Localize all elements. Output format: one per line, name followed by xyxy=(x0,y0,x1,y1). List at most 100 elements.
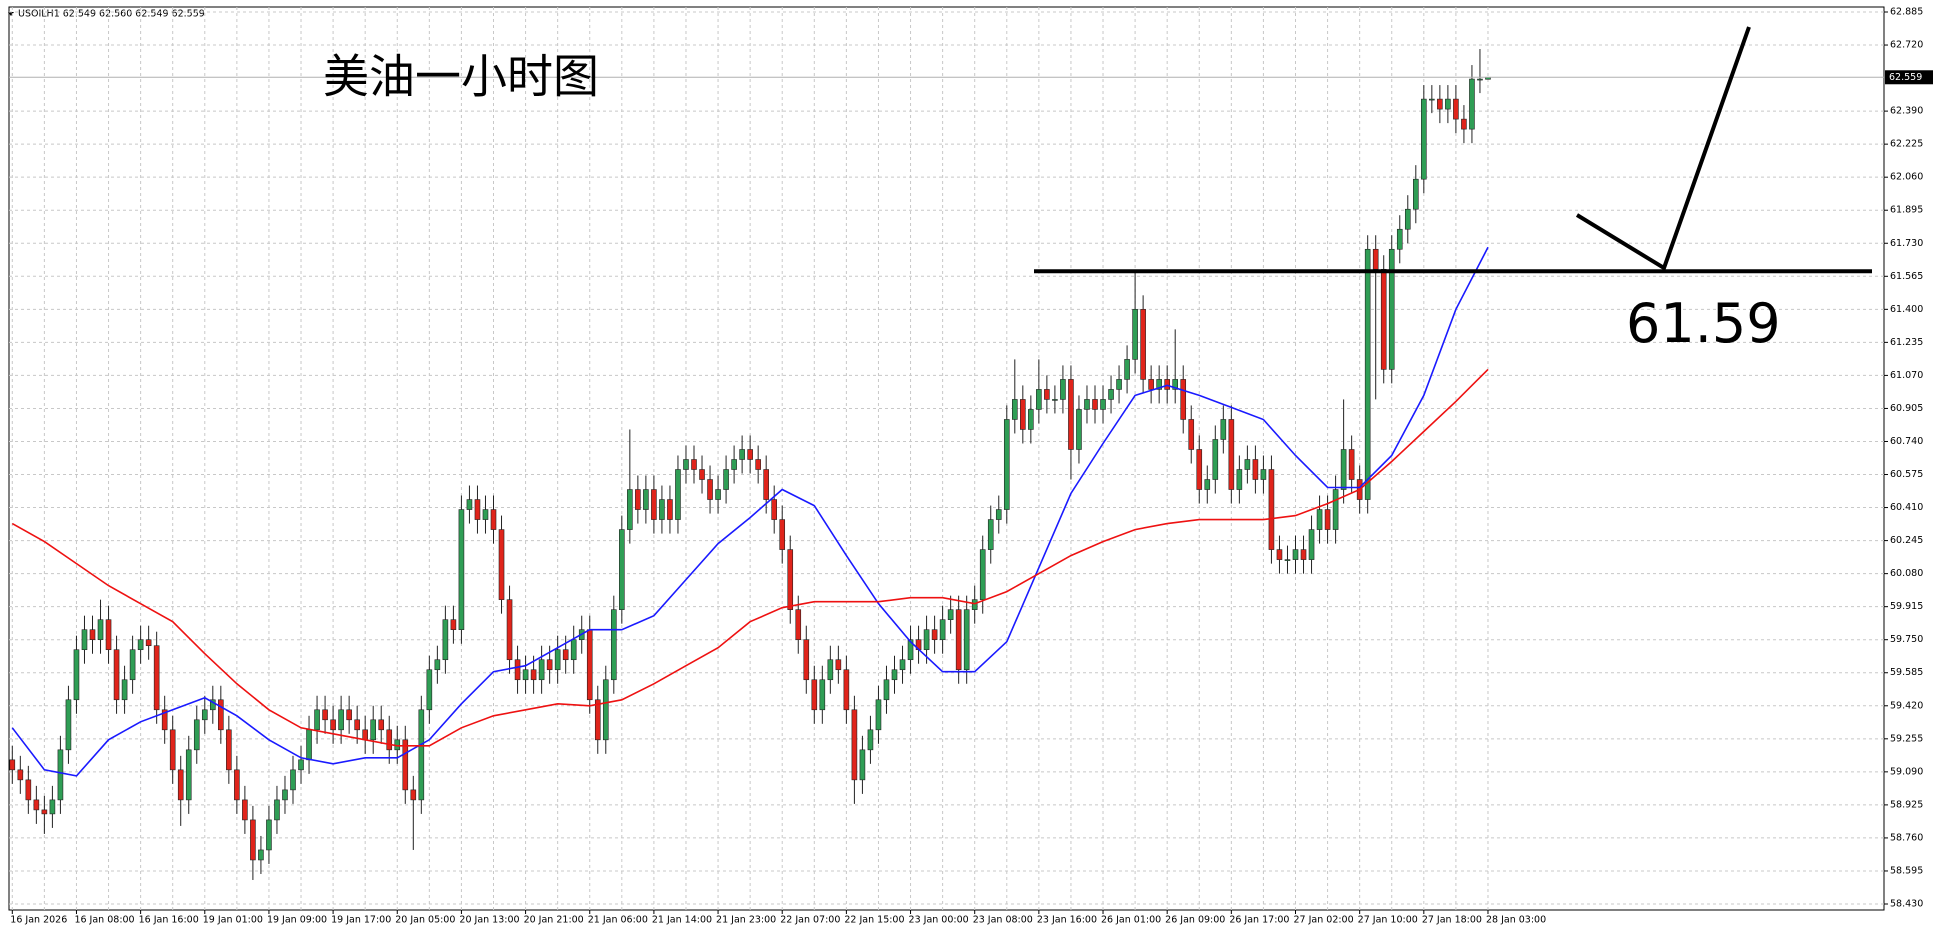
y-tick-label: 61.400 xyxy=(1890,304,1923,315)
y-tick-label: 58.430 xyxy=(1890,899,1923,910)
x-tick-label: 26 Jan 09:00 xyxy=(1165,915,1225,926)
y-tick-label: 61.070 xyxy=(1890,370,1923,381)
candle-body xyxy=(362,729,368,741)
candle-body xyxy=(683,459,689,470)
candle-body xyxy=(995,509,1002,520)
candle-body xyxy=(803,639,810,681)
candle-body xyxy=(250,819,256,861)
candle-body xyxy=(570,639,577,661)
candle-body xyxy=(450,619,457,630)
candle-body xyxy=(426,669,433,711)
y-tick-label: 58.925 xyxy=(1890,799,1923,810)
candle-body xyxy=(1084,399,1090,410)
candle-body xyxy=(1180,379,1187,420)
candle-body xyxy=(643,489,649,510)
candle-body xyxy=(210,699,216,711)
candle-body xyxy=(41,809,48,815)
candle-body xyxy=(57,749,64,801)
candle-body xyxy=(1156,379,1162,390)
candle-body xyxy=(923,629,930,651)
x-tick-label: 27 Jan 02:00 xyxy=(1294,915,1354,926)
y-tick-label: 60.410 xyxy=(1890,502,1923,513)
candle-body xyxy=(1292,549,1299,560)
candle-body xyxy=(875,699,882,731)
candle-body xyxy=(490,509,497,530)
candle-body xyxy=(1252,459,1259,480)
candle-body xyxy=(1052,399,1058,401)
candle-body xyxy=(201,709,208,721)
candle-body xyxy=(763,469,769,500)
candle-body xyxy=(939,619,946,641)
candle-body xyxy=(851,709,858,781)
y-tick-label: 59.750 xyxy=(1890,634,1923,645)
x-tick-label: 19 Jan 01:00 xyxy=(203,915,263,926)
candle-body xyxy=(1003,419,1010,510)
candle-body xyxy=(370,719,377,741)
candle-body xyxy=(971,599,978,610)
candle-body xyxy=(522,669,529,681)
candle-body xyxy=(635,489,641,510)
x-tick-label: 26 Jan 17:00 xyxy=(1229,915,1289,926)
marks xyxy=(9,49,1884,880)
candle-body xyxy=(153,645,160,711)
candle-body xyxy=(1284,559,1291,561)
candle-body xyxy=(1445,98,1451,110)
candle-body xyxy=(434,659,441,671)
candle-body xyxy=(1429,98,1435,101)
candle-body xyxy=(955,609,962,671)
candle-body xyxy=(899,659,906,671)
candle-body xyxy=(1380,268,1387,370)
x-tick-label: 28 Jan 03:00 xyxy=(1486,915,1546,926)
y-tick-label: 59.915 xyxy=(1890,601,1923,612)
chart-title: 美油一小时图 xyxy=(323,50,599,104)
candle-body xyxy=(675,469,681,520)
candle-body xyxy=(1100,399,1106,410)
y-tick-label: 62.885 xyxy=(1890,7,1923,18)
candle-body xyxy=(1140,309,1146,380)
candle-body xyxy=(1332,489,1339,530)
candle-body xyxy=(1092,399,1098,410)
candle-body xyxy=(707,479,713,500)
candle-body xyxy=(65,699,72,751)
candle-body xyxy=(1324,509,1331,530)
candle-body xyxy=(482,509,489,520)
candle-body xyxy=(619,529,625,610)
candle-body xyxy=(538,659,545,681)
candle-body xyxy=(1453,98,1459,120)
candle-body xyxy=(145,639,152,647)
candle-body xyxy=(1316,509,1323,530)
symbol-header: USOILH1 62.549 62.560 62.549 62.559 xyxy=(18,9,205,20)
candle-body xyxy=(33,799,40,811)
candle-body xyxy=(177,769,184,801)
candle-body xyxy=(137,639,144,651)
candle-body xyxy=(290,769,296,791)
candle-body xyxy=(1196,449,1203,490)
level-label: 61.59 xyxy=(1626,292,1781,355)
x-tick-label: 23 Jan 16:00 xyxy=(1037,915,1097,926)
x-tick-label: 21 Jan 14:00 xyxy=(652,915,712,926)
candle-body xyxy=(891,669,898,681)
candle-body xyxy=(73,649,80,701)
candle-body xyxy=(963,609,970,671)
candle-body xyxy=(169,729,176,771)
x-tick-label: 21 Jan 06:00 xyxy=(588,915,648,926)
candle-body xyxy=(979,549,986,600)
y-tick-label: 61.235 xyxy=(1890,337,1923,348)
candle-body xyxy=(1340,449,1347,490)
candle-body xyxy=(330,719,336,731)
candle-body xyxy=(1308,529,1315,560)
candle-body xyxy=(25,779,32,801)
candle-body xyxy=(1388,248,1395,370)
candle-body xyxy=(498,529,505,600)
candle-body xyxy=(1164,379,1170,390)
candle-body xyxy=(1028,409,1034,430)
candle-body xyxy=(1060,379,1066,400)
candle-body xyxy=(1421,98,1427,180)
x-tick-label: 19 Jan 17:00 xyxy=(331,915,391,926)
y-tick-label: 60.245 xyxy=(1890,535,1923,546)
candle-body xyxy=(755,459,761,470)
x-tick-label: 19 Jan 09:00 xyxy=(267,915,327,926)
candle-body xyxy=(9,759,16,771)
price-label-box xyxy=(1885,70,1933,85)
